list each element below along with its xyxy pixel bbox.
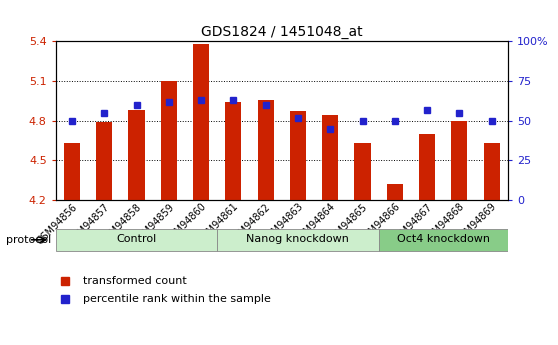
Text: percentile rank within the sample: percentile rank within the sample (83, 294, 271, 304)
Bar (56, 229, 217, 250)
Bar (322, 116, 338, 200)
Text: protocol: protocol (6, 235, 51, 245)
Bar (258, 100, 274, 200)
Bar (419, 134, 435, 200)
Bar (484, 143, 500, 200)
Bar (290, 111, 306, 200)
Title: GDS1824 / 1451048_at: GDS1824 / 1451048_at (201, 25, 363, 39)
Bar (193, 44, 209, 200)
Bar (96, 122, 112, 200)
Text: Oct4 knockdown: Oct4 knockdown (397, 234, 490, 244)
Text: transformed count: transformed count (83, 276, 187, 286)
Bar (387, 184, 403, 200)
Bar (225, 102, 242, 200)
Bar (128, 110, 145, 200)
Bar (64, 143, 80, 200)
Bar (354, 143, 371, 200)
Bar (379, 229, 508, 250)
Bar (161, 81, 177, 200)
Bar (451, 121, 468, 200)
Text: Nanog knockdown: Nanog knockdown (247, 234, 349, 244)
Text: Control: Control (117, 234, 157, 244)
Bar (217, 229, 379, 250)
